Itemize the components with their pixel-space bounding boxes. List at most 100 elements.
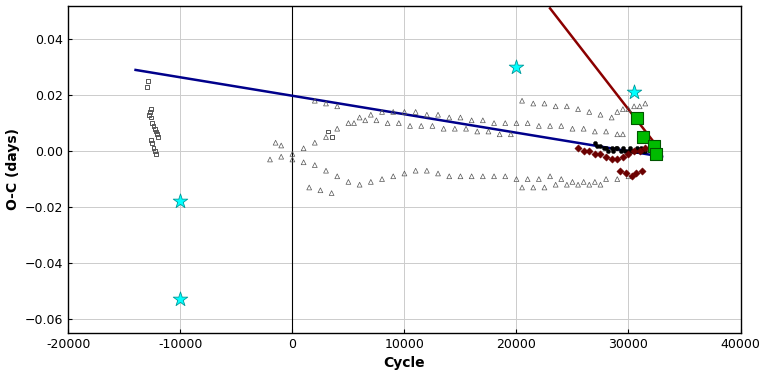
Point	[499, 173, 512, 179]
Point	[381, 120, 394, 126]
Point	[151, 131, 163, 137]
Point	[572, 145, 584, 151]
Point	[421, 112, 433, 118]
Point	[174, 296, 186, 302]
Point	[583, 148, 595, 154]
Point	[142, 78, 154, 84]
Point	[488, 173, 500, 179]
Point	[437, 126, 450, 132]
Point	[527, 185, 539, 191]
Point	[174, 199, 186, 205]
Point	[376, 109, 388, 115]
Point	[331, 126, 343, 132]
Point	[443, 173, 455, 179]
Point	[376, 176, 388, 182]
Point	[143, 112, 155, 118]
Point	[476, 173, 489, 179]
Point	[499, 120, 512, 126]
Point	[617, 145, 629, 151]
Point	[555, 123, 568, 129]
Point	[404, 123, 416, 129]
Point	[149, 129, 162, 135]
Point	[627, 148, 639, 154]
Point	[421, 168, 433, 174]
Point	[303, 185, 316, 191]
Point	[326, 190, 338, 196]
Point	[297, 145, 309, 151]
Point	[611, 109, 624, 115]
Point	[578, 179, 590, 185]
Point	[516, 185, 529, 191]
Point	[297, 159, 309, 165]
Point	[398, 170, 411, 176]
Point	[348, 120, 360, 126]
Point	[600, 129, 612, 135]
Point	[594, 151, 607, 157]
Point	[410, 109, 422, 115]
Point	[606, 115, 618, 121]
Point	[146, 120, 159, 126]
Point	[270, 140, 282, 146]
Point	[353, 115, 365, 121]
Point	[149, 148, 161, 154]
Point	[636, 148, 648, 154]
Point	[610, 145, 622, 151]
Point	[532, 176, 545, 182]
Point	[320, 168, 332, 174]
Point	[544, 123, 556, 129]
Point	[286, 151, 299, 157]
Point	[449, 126, 461, 132]
Point	[589, 140, 601, 146]
Point	[322, 129, 335, 135]
Point	[600, 145, 612, 151]
Point	[589, 129, 601, 135]
Point	[275, 154, 287, 160]
Point	[275, 143, 287, 149]
Point	[617, 106, 629, 112]
Point	[398, 109, 411, 115]
Point	[631, 115, 643, 121]
Point	[516, 98, 529, 104]
Point	[410, 168, 422, 174]
Point	[454, 173, 466, 179]
Point	[538, 185, 551, 191]
Point	[633, 148, 646, 154]
Point	[415, 123, 427, 129]
Point	[628, 103, 640, 109]
X-axis label: Cycle: Cycle	[384, 356, 425, 370]
Point	[624, 148, 637, 154]
Point	[636, 168, 648, 174]
Point	[359, 117, 372, 123]
Point	[614, 168, 626, 174]
Point	[630, 170, 643, 176]
Point	[331, 103, 343, 109]
Point	[264, 156, 276, 162]
Point	[370, 117, 382, 123]
Point	[620, 170, 633, 176]
Point	[309, 98, 321, 104]
Point	[510, 64, 522, 70]
Point	[314, 187, 326, 193]
Point	[527, 100, 539, 106]
Point	[602, 148, 614, 154]
Point	[549, 182, 561, 188]
Point	[466, 173, 478, 179]
Point	[309, 140, 321, 146]
Point	[538, 100, 551, 106]
Point	[566, 179, 578, 185]
Point	[622, 106, 634, 112]
Point	[617, 154, 629, 160]
Point	[597, 145, 610, 151]
Point	[443, 115, 455, 121]
Point	[628, 148, 640, 154]
Point	[617, 131, 629, 137]
Point	[141, 84, 153, 90]
Point	[614, 148, 627, 154]
Point	[635, 145, 647, 151]
Point	[561, 182, 573, 188]
Point	[432, 112, 444, 118]
Point	[493, 131, 506, 137]
Point	[637, 134, 649, 140]
Point	[600, 176, 612, 182]
Point	[144, 109, 156, 115]
